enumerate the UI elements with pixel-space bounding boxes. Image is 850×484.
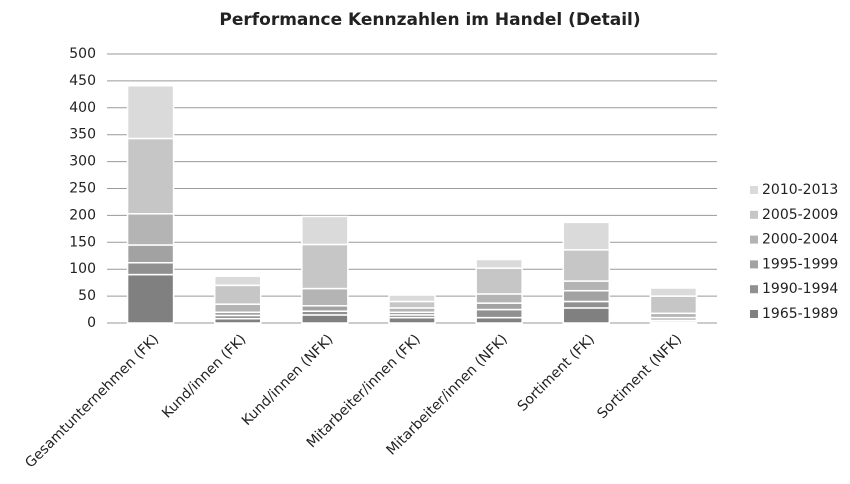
y-tick-label: 100 — [69, 261, 96, 277]
x-tick-label: Sortiment (NFK) — [594, 331, 685, 422]
y-tick-label: 350 — [69, 127, 96, 143]
bar-segment — [301, 314, 349, 324]
legend-swatch — [750, 210, 758, 219]
legend-label: 1965-1989 — [762, 306, 838, 322]
y-tick-label: 400 — [69, 100, 96, 116]
bar-segment — [213, 275, 262, 287]
legend-label: 1990-1994 — [762, 281, 838, 297]
bar-segment — [388, 300, 436, 309]
bar-segment — [475, 316, 523, 324]
legend-label: 2010-2013 — [762, 182, 838, 198]
x-tick-label: Sortiment (FK) — [515, 331, 598, 414]
y-tick-label: 0 — [87, 315, 96, 331]
bar-segment — [475, 293, 523, 304]
bar-segment — [562, 221, 611, 251]
bar-segment — [126, 273, 175, 324]
legend-label: 2005-2009 — [762, 207, 838, 223]
legend-swatch — [750, 235, 758, 244]
bar-segment — [213, 303, 262, 313]
x-tick-label: Kund/innen (NFK) — [239, 331, 337, 429]
x-tick-label: Kund/innen (FK) — [159, 331, 249, 421]
y-tick-label: 250 — [69, 181, 96, 197]
bar-segment — [649, 295, 698, 315]
x-tick-label: Gesamtunternehmen (FK) — [22, 331, 162, 471]
bar-segment — [562, 300, 611, 309]
legend-swatch — [750, 285, 758, 294]
bar-segment — [126, 261, 175, 276]
bar-segment — [562, 289, 611, 303]
legend-label: 1995-1999 — [762, 256, 838, 272]
bar-segment — [388, 294, 436, 303]
bar-segment — [126, 137, 175, 215]
bar-segment — [126, 84, 175, 140]
bar-segment — [301, 287, 349, 307]
bar-segment — [562, 249, 611, 282]
legend-swatch — [750, 260, 758, 269]
bar-segment — [475, 308, 523, 319]
y-tick-label: 450 — [69, 73, 96, 89]
y-tick-label: 300 — [69, 154, 96, 170]
chart-title: Performance Kennzahlen im Handel (Detail… — [219, 10, 640, 30]
bar-segment — [126, 213, 175, 246]
bar-segment — [475, 267, 523, 295]
legend-swatch — [750, 186, 758, 194]
y-tick-label: 150 — [69, 234, 96, 250]
y-tick-label: 500 — [69, 46, 96, 62]
y-tick-label: 50 — [78, 288, 96, 304]
y-tick-label: 200 — [69, 207, 96, 223]
bar-segment — [562, 307, 611, 324]
bar-segment — [649, 287, 698, 297]
bar-segment — [301, 243, 349, 290]
bar-segment — [475, 302, 523, 311]
bar-segment — [301, 305, 349, 312]
bar-segment — [388, 316, 436, 324]
bar-segment — [475, 258, 523, 269]
legend-swatch — [750, 310, 758, 318]
bar-segment — [213, 284, 262, 305]
legend-label: 2000-2004 — [762, 232, 838, 248]
bar-segment — [126, 244, 175, 264]
bar-segment — [562, 280, 611, 292]
bar-segment — [301, 215, 349, 246]
